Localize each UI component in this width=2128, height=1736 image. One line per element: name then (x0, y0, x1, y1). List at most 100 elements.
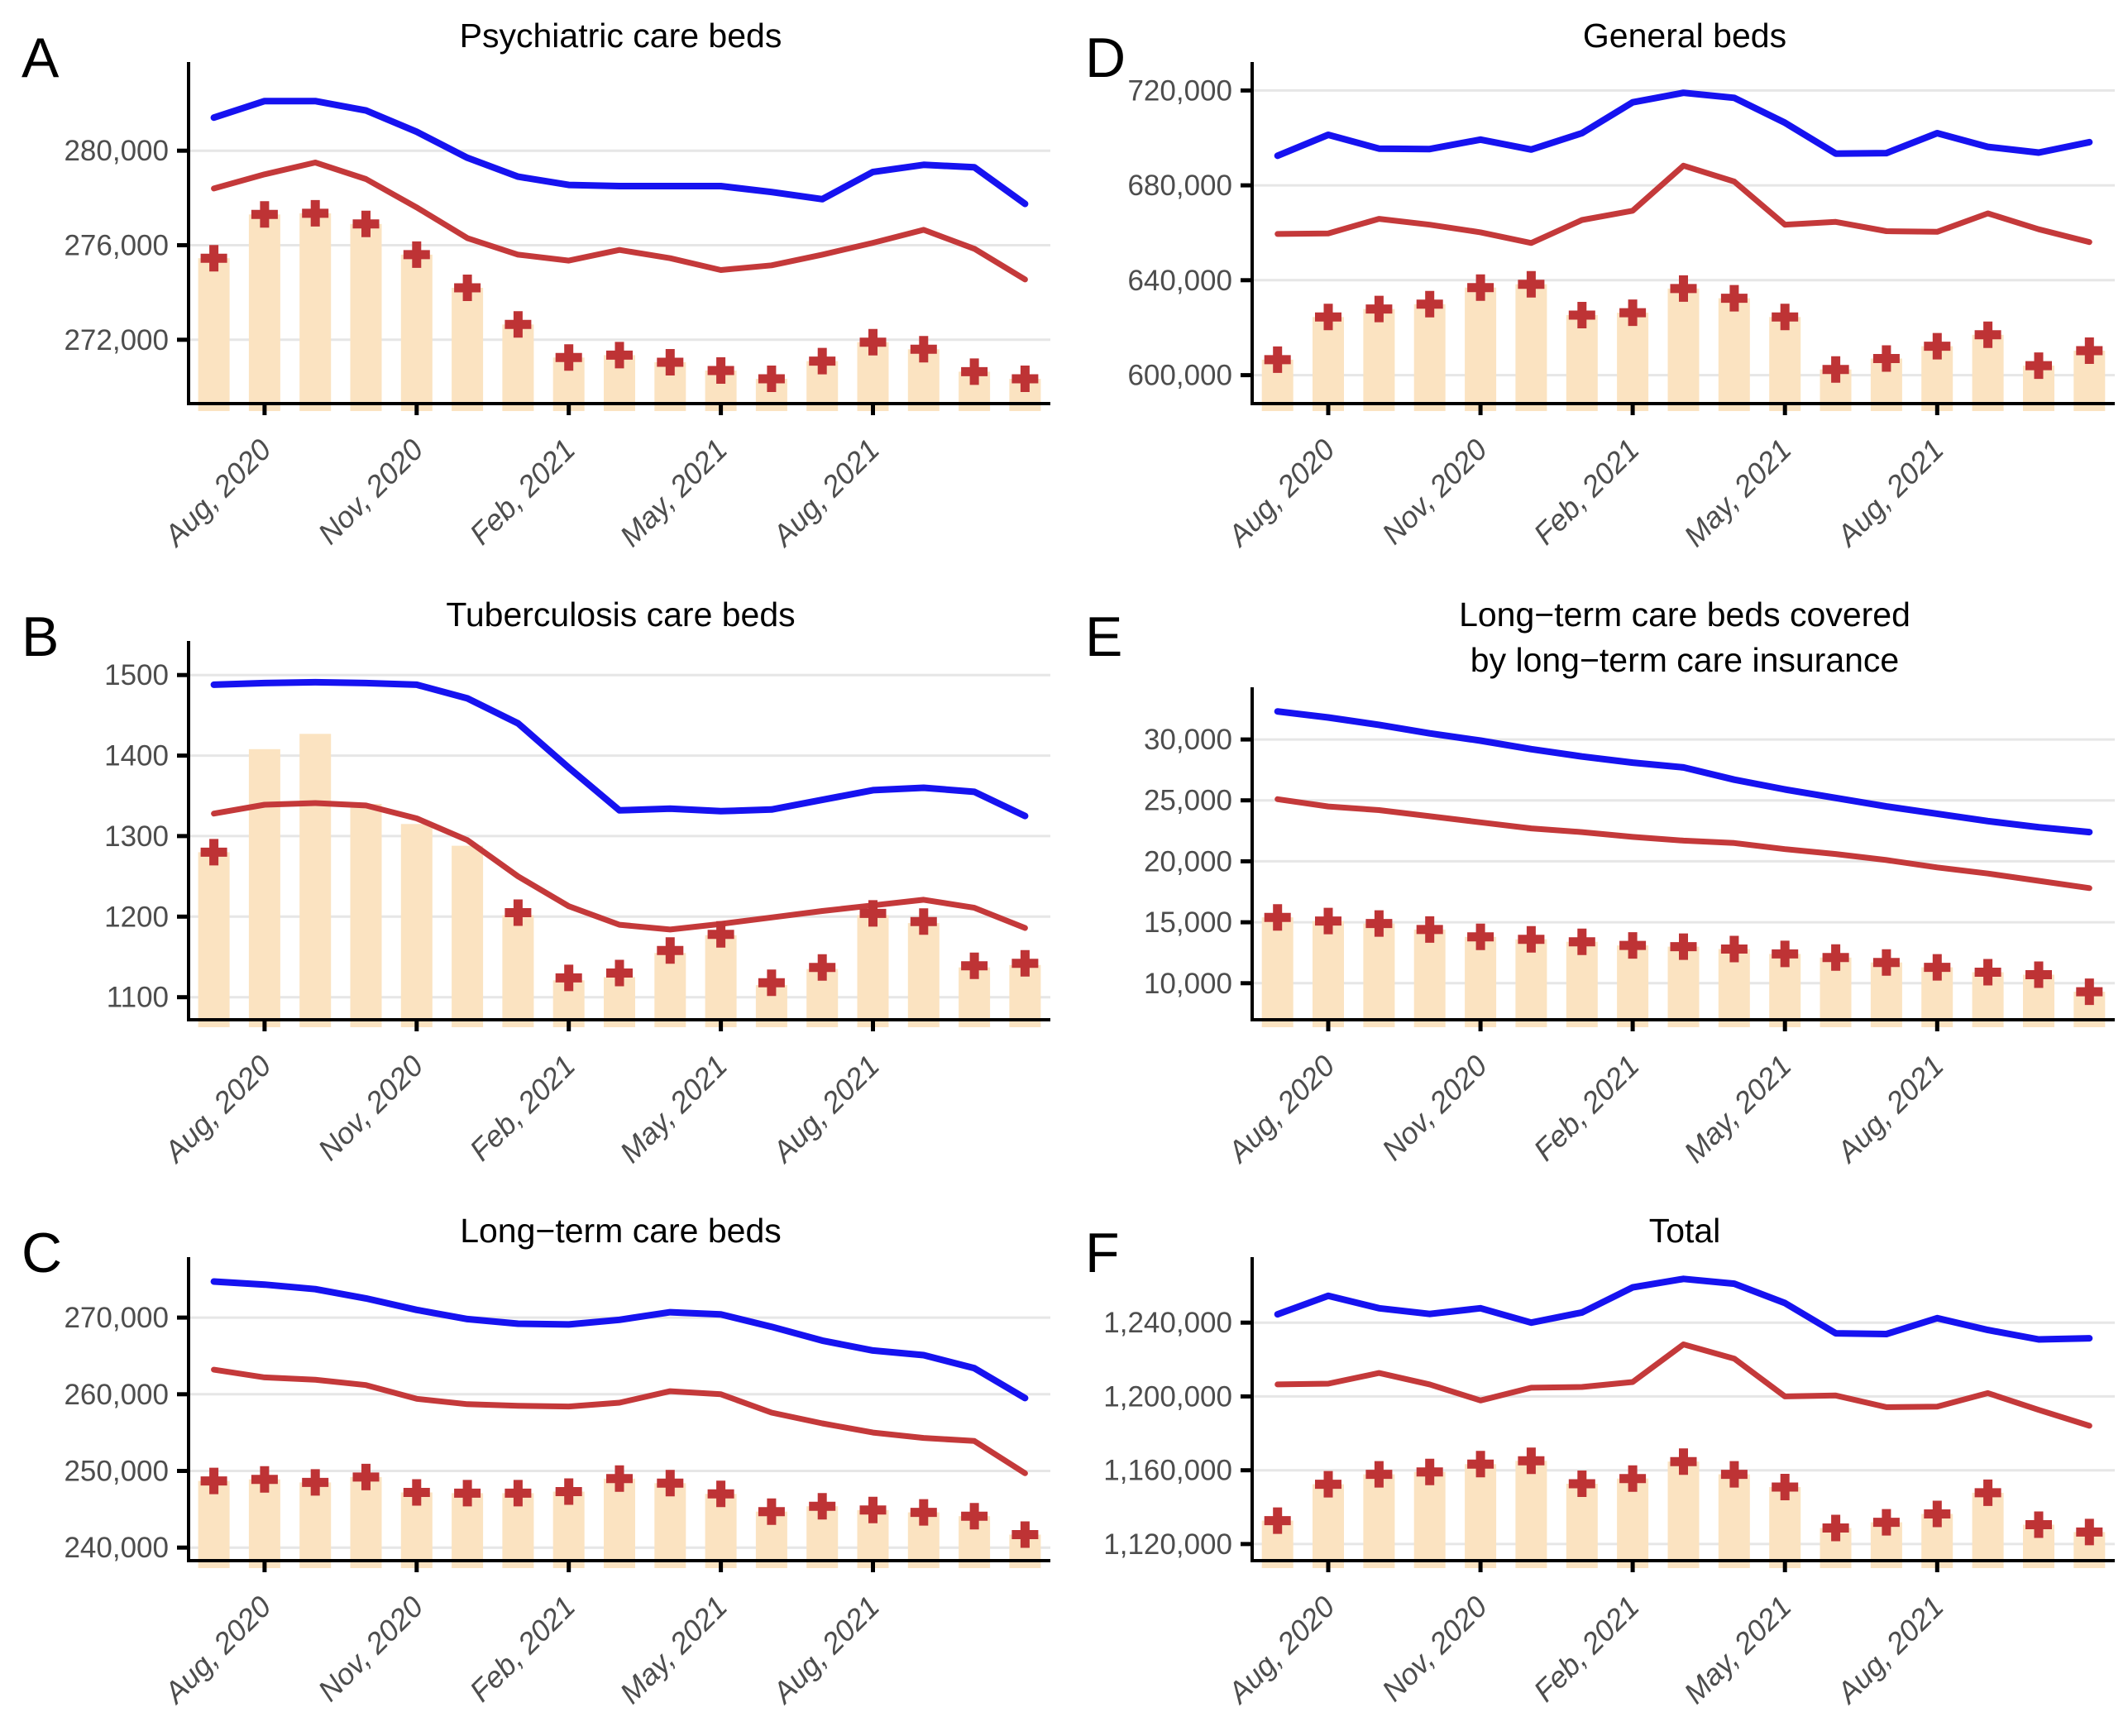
y-tick-label: 1,200,000 (1103, 1381, 1232, 1413)
y-tick-label: 260,000 (64, 1379, 169, 1411)
y-tick-label: 15,000 (1144, 906, 1232, 939)
cross-icon (555, 1478, 582, 1505)
bar (705, 935, 737, 1028)
y-axis: 272,000 276,000 280,000 (64, 62, 190, 404)
cross-icon (859, 1497, 887, 1524)
cross-icon (1720, 1461, 1748, 1488)
cross-icon (809, 347, 836, 375)
y-tick-label: 25,000 (1144, 784, 1232, 816)
chart-svg-F: 1,120,000 1,160,000 1,200,000 1,240,000 Aug,… (1103, 1257, 2115, 1710)
bar (1718, 1474, 1750, 1569)
cross-icon (352, 211, 380, 238)
y-tick-label: 250,000 (64, 1456, 169, 1488)
panel-title-F: Total (1064, 1195, 2128, 1254)
x-tick-label: May, 2021 (613, 1049, 734, 1169)
chart-area-A: 272,000 276,000 280,000 Aug, 2020 Nov, 2020 F… (0, 59, 1064, 579)
chart-svg-B: 1100 1200 1300 1400 1500 Aug, 2020 Nov, 2020 Fe… (104, 641, 1050, 1169)
panel-letter-F: F (1085, 1222, 1121, 1284)
x-tick-label: Nov, 2020 (311, 1049, 429, 1167)
cross-icon (1924, 332, 1951, 360)
x-tick-label: Nov, 2020 (1375, 433, 1494, 551)
cross-icon (1720, 285, 1748, 312)
y-tick-label: 1200 (104, 901, 169, 934)
chart-area-D: 600,000 640,000 680,000 720,000 Aug, 2020 Nov… (1064, 59, 2128, 579)
y-tick-label: 276,000 (64, 230, 169, 262)
bar (1413, 304, 1446, 412)
cross-icon (1416, 291, 1443, 318)
panel-D: D General beds 600,000 640,000 680,000 720,… (1064, 0, 2128, 579)
cross-icon (910, 1499, 937, 1526)
x-tick-label: Aug, 2020 (156, 1590, 277, 1710)
y-tick-label: 280,000 (64, 136, 169, 168)
gridlines (1252, 738, 2115, 984)
cross-icon (1467, 923, 1494, 950)
red-line (1274, 1341, 2092, 1429)
cross-icon (302, 200, 329, 227)
cross-icon (910, 336, 937, 363)
x-tick-label: May, 2021 (613, 433, 734, 553)
x-tick-label: Nov, 2020 (1375, 1590, 1494, 1708)
y-tick-label: 1500 (104, 660, 169, 692)
cross-icon (859, 900, 887, 927)
blue-line (210, 98, 1029, 208)
x-tick-label: Feb, 2021 (463, 1590, 582, 1709)
bars-series (198, 734, 1041, 1028)
blue-line (1274, 707, 2093, 835)
panel-letter-C: C (22, 1222, 64, 1284)
y-tick-label: 720,000 (1127, 75, 1232, 108)
x-tick-label: May, 2021 (1677, 1048, 1798, 1169)
chart-area-B: 1100 1200 1300 1400 1500 Aug, 2020 Nov, 2020 Fe… (0, 638, 1064, 1195)
cross-markers (1264, 903, 2103, 1005)
cross-markers (1264, 1447, 2103, 1546)
x-tick-label: Feb, 2021 (1527, 1048, 1646, 1167)
cross-markers (200, 839, 1039, 997)
bar (1667, 1461, 1700, 1569)
bar (1413, 1472, 1446, 1569)
y-tick-label: 1100 (107, 982, 169, 1014)
chart-area-F: 1,120,000 1,160,000 1,200,000 1,240,000 Aug,… (1064, 1254, 2128, 1736)
bar (452, 288, 484, 412)
bar (1313, 921, 1344, 1027)
bar (400, 824, 433, 1028)
cross-icon (809, 954, 836, 982)
cross-icon (200, 245, 227, 272)
cross-icon (251, 1466, 278, 1494)
x-tick-label: May, 2021 (613, 1590, 734, 1710)
chart-svg-C: 240,000 250,000 260,000 270,000 Aug, 2020 Nov… (64, 1257, 1050, 1710)
panel-letter-B: B (22, 605, 60, 668)
title-line: Long−term care beds (460, 1212, 782, 1250)
cross-icon (454, 1480, 481, 1507)
cross-icon (809, 1493, 836, 1520)
cross-icon (758, 1499, 785, 1526)
bar (1566, 941, 1598, 1027)
y-tick-label: 1400 (104, 740, 169, 772)
bar (248, 214, 280, 412)
bar (1465, 288, 1497, 412)
cross-icon (1619, 1466, 1647, 1493)
bar (1515, 285, 1547, 412)
cross-icon (961, 953, 988, 980)
x-tick-label: May, 2021 (1677, 1590, 1798, 1710)
cross-icon (1568, 928, 1595, 955)
cross-icon (1518, 1447, 1545, 1475)
cross-icon (2076, 337, 2103, 365)
red-line (1274, 163, 2092, 246)
bar (350, 224, 382, 412)
cross-icon (1670, 933, 1697, 960)
cross-icon (1619, 299, 1647, 327)
cross-icon (707, 921, 734, 949)
cross-icon (2025, 1511, 2052, 1538)
cross-icon (1467, 275, 1494, 302)
cross-icon (1670, 275, 1697, 303)
cross-markers (200, 200, 1039, 393)
cross-icon (1772, 940, 1799, 968)
cross-icon (1720, 935, 1748, 963)
y-tick-label: 1,240,000 (1103, 1308, 1232, 1340)
cross-icon (1518, 925, 1545, 953)
gridlines (189, 150, 1050, 342)
cross-icon (1772, 1474, 1799, 1501)
bar (1465, 1464, 1497, 1569)
cross-icon (657, 1470, 684, 1497)
cross-icon (1416, 916, 1443, 943)
